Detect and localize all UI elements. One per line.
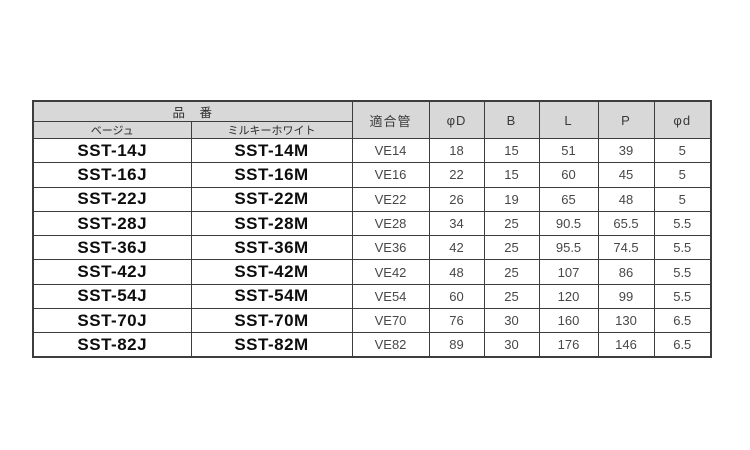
cell-phid: 6.5 xyxy=(653,332,712,358)
header-phi-d-lower: φd xyxy=(653,100,712,139)
cell-phiD: 18 xyxy=(428,137,485,164)
cell-phid: 5 xyxy=(653,162,712,188)
cell-P: 99 xyxy=(597,283,655,310)
cell-P: 74.5 xyxy=(597,235,655,261)
header-beige: ベージュ xyxy=(32,121,192,139)
cell-L: 60 xyxy=(538,162,599,188)
cell-beige: SST-16J xyxy=(32,162,192,188)
header-l: L xyxy=(538,100,599,139)
cell-P: 39 xyxy=(597,137,655,164)
header-p: P xyxy=(597,100,655,139)
cell-phid: 5.5 xyxy=(653,259,712,285)
cell-beige: SST-42J xyxy=(32,259,192,285)
cell-beige: SST-82J xyxy=(32,332,192,358)
table-row: SST-82J SST-82M VE82 89 30 176 146 6.5 xyxy=(32,332,712,358)
spec-table-container: 品 番 適合管 φD B L P φd ベージュ ミルキーホワイト SST-14… xyxy=(32,100,713,359)
table-row: SST-36J SST-36M VE36 42 25 95.5 74.5 5.5 xyxy=(32,235,712,261)
cell-L: 107 xyxy=(538,259,599,285)
cell-milky: SST-16M xyxy=(190,162,353,188)
cell-P: 146 xyxy=(597,332,655,358)
cell-milky: SST-14M xyxy=(190,137,353,164)
cell-beige: SST-54J xyxy=(32,283,192,310)
table-row: SST-22J SST-22M VE22 26 19 65 48 5 xyxy=(32,186,712,212)
cell-pipe: VE28 xyxy=(351,210,430,237)
cell-beige: SST-36J xyxy=(32,235,192,261)
cell-phiD: 34 xyxy=(428,210,485,237)
cell-phiD: 89 xyxy=(428,332,485,358)
table-row: SST-42J SST-42M VE42 48 25 107 86 5.5 xyxy=(32,259,712,285)
cell-milky: SST-82M xyxy=(190,332,353,358)
cell-milky: SST-22M xyxy=(190,186,353,212)
cell-phid: 5.5 xyxy=(653,235,712,261)
cell-beige: SST-14J xyxy=(32,137,192,164)
cell-P: 48 xyxy=(597,186,655,212)
header-b: B xyxy=(483,100,540,139)
cell-L: 160 xyxy=(538,308,599,334)
cell-phid: 5 xyxy=(653,137,712,164)
cell-L: 176 xyxy=(538,332,599,358)
table-row: SST-14J SST-14M VE14 18 15 51 39 5 xyxy=(32,137,712,164)
cell-beige: SST-28J xyxy=(32,210,192,237)
cell-milky: SST-36M xyxy=(190,235,353,261)
cell-B: 30 xyxy=(483,308,540,334)
cell-phiD: 22 xyxy=(428,162,485,188)
cell-B: 25 xyxy=(483,259,540,285)
cell-L: 51 xyxy=(538,137,599,164)
cell-phiD: 60 xyxy=(428,283,485,310)
table-row: SST-16J SST-16M VE16 22 15 60 45 5 xyxy=(32,162,712,188)
cell-phid: 5 xyxy=(653,186,712,212)
cell-milky: SST-28M xyxy=(190,210,353,237)
cell-phid: 5.5 xyxy=(653,210,712,237)
cell-pipe: VE14 xyxy=(351,137,430,164)
cell-pipe: VE36 xyxy=(351,235,430,261)
cell-B: 25 xyxy=(483,235,540,261)
spec-table: 品 番 適合管 φD B L P φd ベージュ ミルキーホワイト SST-14… xyxy=(32,100,713,359)
cell-B: 25 xyxy=(483,210,540,237)
cell-pipe: VE42 xyxy=(351,259,430,285)
table-row: SST-54J SST-54M VE54 60 25 120 99 5.5 xyxy=(32,283,712,310)
cell-phiD: 76 xyxy=(428,308,485,334)
header-phi-d-upper: φD xyxy=(428,100,485,139)
table-row: SST-28J SST-28M VE28 34 25 90.5 65.5 5.5 xyxy=(32,210,712,237)
cell-milky: SST-54M xyxy=(190,283,353,310)
cell-B: 25 xyxy=(483,283,540,310)
table-header: 品 番 適合管 φD B L P φd ベージュ ミルキーホワイト xyxy=(32,100,712,139)
cell-beige: SST-70J xyxy=(32,308,192,334)
cell-phiD: 42 xyxy=(428,235,485,261)
cell-milky: SST-70M xyxy=(190,308,353,334)
cell-B: 19 xyxy=(483,186,540,212)
cell-phiD: 48 xyxy=(428,259,485,285)
cell-pipe: VE16 xyxy=(351,162,430,188)
cell-P: 86 xyxy=(597,259,655,285)
cell-B: 30 xyxy=(483,332,540,358)
header-part-number-group: 品 番 xyxy=(32,100,353,122)
cell-pipe: VE70 xyxy=(351,308,430,334)
table-row: SST-70J SST-70M VE70 76 30 160 130 6.5 xyxy=(32,308,712,334)
cell-L: 120 xyxy=(538,283,599,310)
table-body: SST-14J SST-14M VE14 18 15 51 39 5 SST-16J SST-16… xyxy=(32,137,712,358)
cell-P: 65.5 xyxy=(597,210,655,237)
cell-P: 45 xyxy=(597,162,655,188)
cell-milky: SST-42M xyxy=(190,259,353,285)
cell-pipe: VE54 xyxy=(351,283,430,310)
header-pipe: 適合管 xyxy=(351,100,430,139)
cell-pipe: VE82 xyxy=(351,332,430,358)
cell-phiD: 26 xyxy=(428,186,485,212)
cell-beige: SST-22J xyxy=(32,186,192,212)
cell-phid: 6.5 xyxy=(653,308,712,334)
header-milky-white: ミルキーホワイト xyxy=(190,121,353,139)
cell-L: 90.5 xyxy=(538,210,599,237)
cell-L: 65 xyxy=(538,186,599,212)
cell-L: 95.5 xyxy=(538,235,599,261)
cell-P: 130 xyxy=(597,308,655,334)
cell-B: 15 xyxy=(483,137,540,164)
cell-pipe: VE22 xyxy=(351,186,430,212)
cell-phid: 5.5 xyxy=(653,283,712,310)
cell-B: 15 xyxy=(483,162,540,188)
